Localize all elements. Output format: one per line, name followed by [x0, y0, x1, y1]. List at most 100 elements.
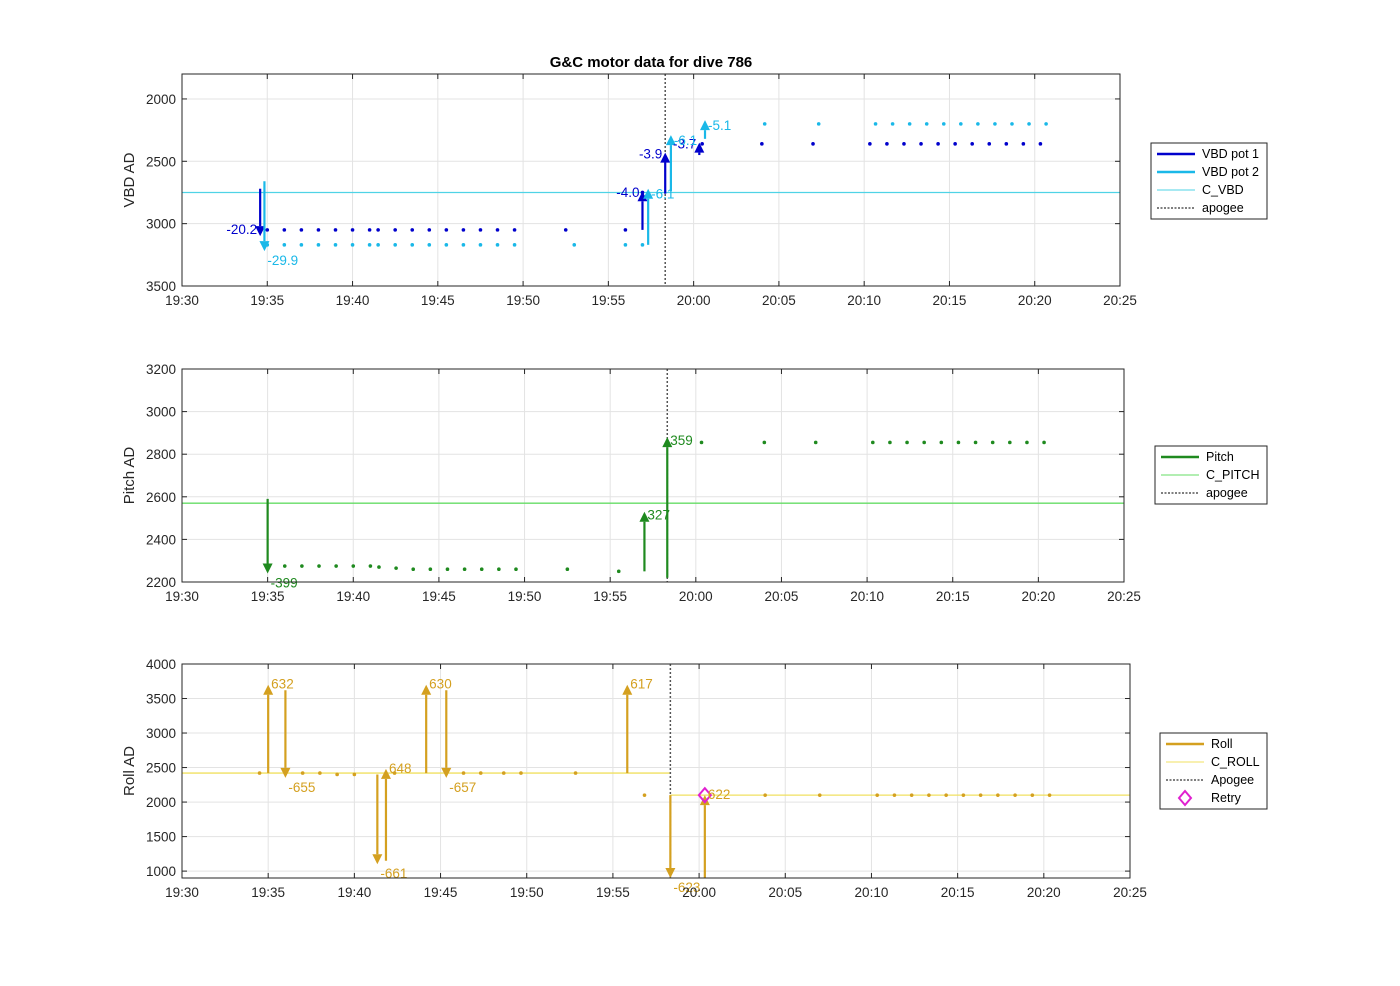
data-point: [700, 142, 704, 146]
data-point: [573, 771, 578, 775]
series-pitch: [262, 437, 1046, 578]
legend-label: VBD pot 2: [1202, 165, 1259, 179]
data-point: [257, 771, 262, 775]
data-point: [495, 228, 500, 232]
plot-area: [182, 74, 1120, 286]
data-point: [892, 793, 897, 797]
data-point: [563, 228, 568, 232]
data-point: [300, 564, 304, 568]
y-tick-label: 3000: [146, 217, 176, 232]
arrow-head: [380, 768, 391, 779]
x-tick-label: 20:00: [682, 885, 716, 900]
data-point: [763, 793, 767, 797]
arrow-head: [372, 854, 383, 865]
y-axis-label: VBD AD: [121, 152, 138, 207]
data-point: [428, 567, 433, 572]
x-tick-label: 19:55: [593, 589, 627, 604]
x-tick-label: 19:30: [165, 293, 199, 308]
move-label: 648: [389, 761, 412, 776]
x-tick-label: 20:10: [850, 589, 884, 604]
data-point: [699, 440, 704, 445]
x-tick-label: 20:20: [1027, 885, 1061, 900]
move-label: -20.2: [226, 222, 257, 237]
x-tick-label: 20:00: [679, 589, 713, 604]
data-point: [760, 142, 764, 146]
x-tick-label: 20:05: [768, 885, 802, 900]
x-tick-label: 20:15: [941, 885, 975, 900]
data-point: [392, 771, 397, 775]
x-tick-label: 19:50: [510, 885, 544, 900]
x-tick-label: 20:25: [1103, 293, 1137, 308]
data-point: [368, 564, 373, 568]
arrow-head: [259, 241, 270, 252]
legend-label: apogee: [1202, 201, 1244, 215]
x-tick-label: 20:25: [1107, 589, 1141, 604]
x-tick-label: 20:05: [762, 293, 796, 308]
data-point: [478, 771, 483, 775]
y-tick-label: 3000: [146, 726, 176, 741]
data-point: [350, 243, 355, 247]
y-tick-label: 2400: [146, 532, 176, 547]
data-point: [909, 793, 914, 797]
arrow-head: [699, 795, 710, 806]
arrow-head: [263, 684, 274, 695]
data-point: [973, 440, 978, 445]
y-tick-label: 3500: [146, 692, 176, 707]
data-point: [640, 243, 645, 247]
data-point: [367, 243, 372, 247]
data-point: [873, 122, 878, 126]
plot-content: [182, 74, 1120, 286]
legend-marker: [1177, 789, 1193, 807]
y-tick-label: 2500: [146, 154, 176, 169]
x-tick-label: 20:05: [765, 589, 799, 604]
legend-box: [1150, 142, 1268, 220]
legend-label: VBD pot 1: [1202, 147, 1259, 161]
legend: Roll C_ROLL Apogee Retry: [1159, 732, 1268, 810]
data-point: [623, 228, 628, 232]
data-point: [890, 122, 895, 126]
x-tick-label: 19:40: [337, 885, 371, 900]
x-tick-label: 20:00: [677, 293, 711, 308]
x-tick-label: 19:35: [251, 885, 285, 900]
data-point: [961, 793, 966, 797]
data-point: [479, 567, 484, 572]
data-point: [367, 228, 372, 232]
y-tick-label: 2000: [146, 795, 176, 810]
arrow-head: [441, 767, 452, 778]
data-point: [990, 440, 995, 445]
move-label: -6.1: [674, 133, 697, 148]
data-point: [461, 771, 466, 775]
data-point: [351, 564, 356, 568]
arrow-head: [660, 152, 671, 163]
data-point: [317, 564, 321, 568]
data-point: [316, 243, 321, 247]
data-point: [888, 440, 892, 445]
x-tick-label: 20:20: [1021, 589, 1055, 604]
data-point: [941, 122, 946, 126]
data-point: [299, 243, 304, 247]
plot-content: [182, 369, 1124, 582]
data-point: [410, 243, 415, 247]
data-point: [1030, 793, 1035, 797]
move-label: 359: [670, 433, 693, 448]
data-point: [411, 567, 416, 572]
panel-1: -20.2 -4.0 -3.9 -3.7 -29.9 -6.1 -6.1 -5.1 19:30 1…: [121, 73, 1268, 308]
data-point: [875, 793, 879, 797]
move-label: -655: [288, 780, 315, 795]
data-point: [1038, 142, 1043, 146]
data-point: [478, 228, 483, 232]
legend-label: Retry: [1211, 791, 1242, 805]
data-point: [919, 142, 923, 146]
arrow-head: [280, 767, 291, 778]
axes-box: [181, 368, 1125, 583]
y-tick-label: 1500: [146, 830, 176, 845]
data-point: [376, 243, 380, 247]
plot-area: [182, 369, 1124, 582]
legend-label: C_ROLL: [1211, 755, 1260, 769]
plot-area: [182, 664, 1130, 878]
arrow-head: [639, 511, 650, 522]
data-point: [333, 243, 338, 247]
series-roll: [257, 684, 1052, 878]
data-point: [1027, 122, 1031, 126]
